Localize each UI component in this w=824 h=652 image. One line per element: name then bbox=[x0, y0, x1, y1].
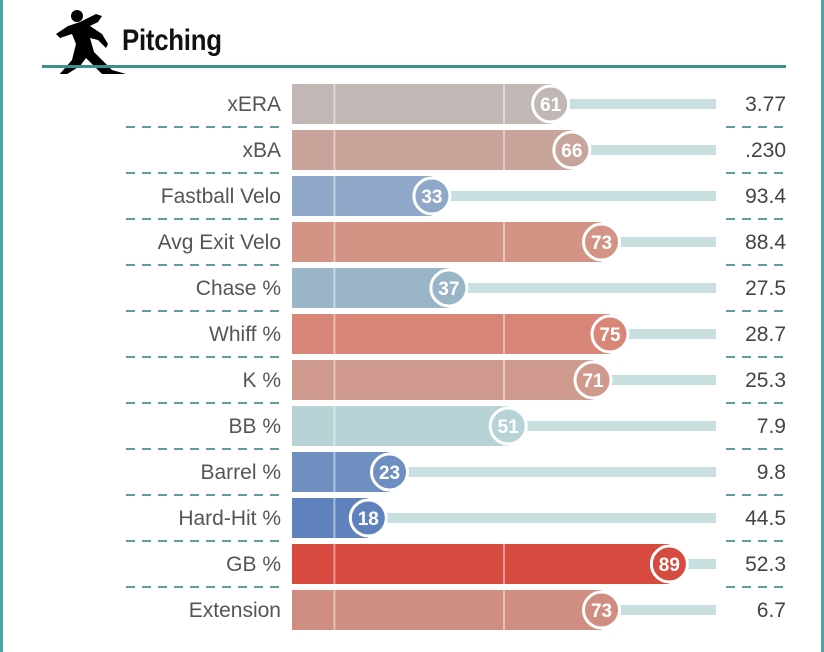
track-bar bbox=[571, 145, 716, 155]
percentile-label: 73 bbox=[591, 601, 612, 622]
metric-label: Fastball Velo bbox=[161, 185, 281, 208]
title-underline bbox=[42, 65, 786, 68]
percentile-bar bbox=[292, 314, 610, 354]
metric-label: GB % bbox=[226, 553, 281, 576]
metric-label: Whiff % bbox=[209, 323, 281, 346]
percentile-bar bbox=[292, 406, 509, 446]
percentile-bar bbox=[292, 84, 551, 124]
percentile-label: 66 bbox=[561, 141, 582, 162]
percentile-label: 89 bbox=[659, 555, 680, 576]
metric-label: BB % bbox=[228, 415, 281, 438]
metric-label: xERA bbox=[227, 93, 281, 116]
percentile-bubble bbox=[582, 590, 622, 630]
metric-label: Chase % bbox=[196, 277, 281, 300]
pitcher-icon bbox=[56, 10, 126, 74]
metric-value: 52.3 bbox=[745, 553, 786, 576]
percentile-bubble bbox=[590, 314, 630, 354]
percentile-bar bbox=[292, 222, 602, 262]
track-bar bbox=[368, 513, 716, 523]
metric-value: 88.4 bbox=[745, 231, 786, 254]
percentile-bar bbox=[292, 176, 432, 216]
track-bar bbox=[593, 375, 716, 385]
metric-value: 25.3 bbox=[745, 369, 786, 392]
metric-value: 3.77 bbox=[745, 93, 786, 116]
track-bar bbox=[508, 421, 716, 431]
track-bar bbox=[601, 237, 716, 247]
percentile-bar bbox=[292, 544, 670, 584]
percentile-bubble bbox=[412, 176, 452, 216]
metric-value: 27.5 bbox=[745, 277, 786, 300]
percentile-bubble bbox=[370, 452, 410, 492]
percentile-bar bbox=[292, 130, 572, 170]
percentile-label: 37 bbox=[438, 279, 459, 300]
metric-label: K % bbox=[242, 369, 281, 392]
percentile-label: 71 bbox=[582, 371, 604, 392]
track-bar bbox=[610, 329, 716, 339]
metric-value: .230 bbox=[745, 139, 786, 162]
percentile-label: 18 bbox=[358, 509, 379, 530]
metric-label: Barrel % bbox=[200, 461, 281, 484]
percentile-bubble bbox=[348, 498, 388, 538]
percentile-bubble bbox=[649, 544, 689, 584]
percentile-label: 33 bbox=[421, 187, 442, 208]
frame-left-border bbox=[0, 0, 3, 652]
percentile-bubble bbox=[488, 406, 528, 446]
metric-label: Avg Exit Velo bbox=[158, 231, 281, 254]
percentile-bubble bbox=[552, 130, 592, 170]
percentile-label: 51 bbox=[498, 417, 520, 438]
percentile-label: 61 bbox=[540, 95, 562, 116]
percentile-bubble bbox=[429, 268, 469, 308]
percentile-label: 73 bbox=[591, 233, 612, 254]
metric-label: Hard-Hit % bbox=[178, 507, 281, 530]
percentile-bubble bbox=[582, 222, 622, 262]
percentile-bubble bbox=[573, 360, 613, 400]
page-title: Pitching bbox=[122, 24, 222, 57]
metric-value: 7.9 bbox=[757, 415, 786, 438]
percentile-bar bbox=[292, 590, 602, 630]
percentile-bubble bbox=[531, 84, 571, 124]
percentile-label: 23 bbox=[379, 463, 400, 484]
metric-label: Extension bbox=[189, 599, 281, 622]
track-bar bbox=[431, 191, 716, 201]
track-bar bbox=[448, 283, 716, 293]
metric-label: xBA bbox=[242, 139, 281, 162]
section-header: Pitching bbox=[42, 0, 786, 74]
track-bar bbox=[550, 99, 716, 109]
metric-value: 6.7 bbox=[757, 599, 786, 622]
metric-value: 28.7 bbox=[745, 323, 786, 346]
metric-value: 93.4 bbox=[745, 185, 786, 208]
track-bar bbox=[389, 467, 716, 477]
metric-value: 44.5 bbox=[745, 507, 786, 530]
track-bar bbox=[669, 559, 716, 569]
percentile-label: 75 bbox=[599, 325, 621, 346]
track-bar bbox=[601, 605, 716, 615]
frame-right-border bbox=[821, 0, 824, 652]
metric-value: 9.8 bbox=[757, 461, 786, 484]
percentile-bar bbox=[292, 268, 449, 308]
percentile-bar bbox=[292, 360, 594, 400]
